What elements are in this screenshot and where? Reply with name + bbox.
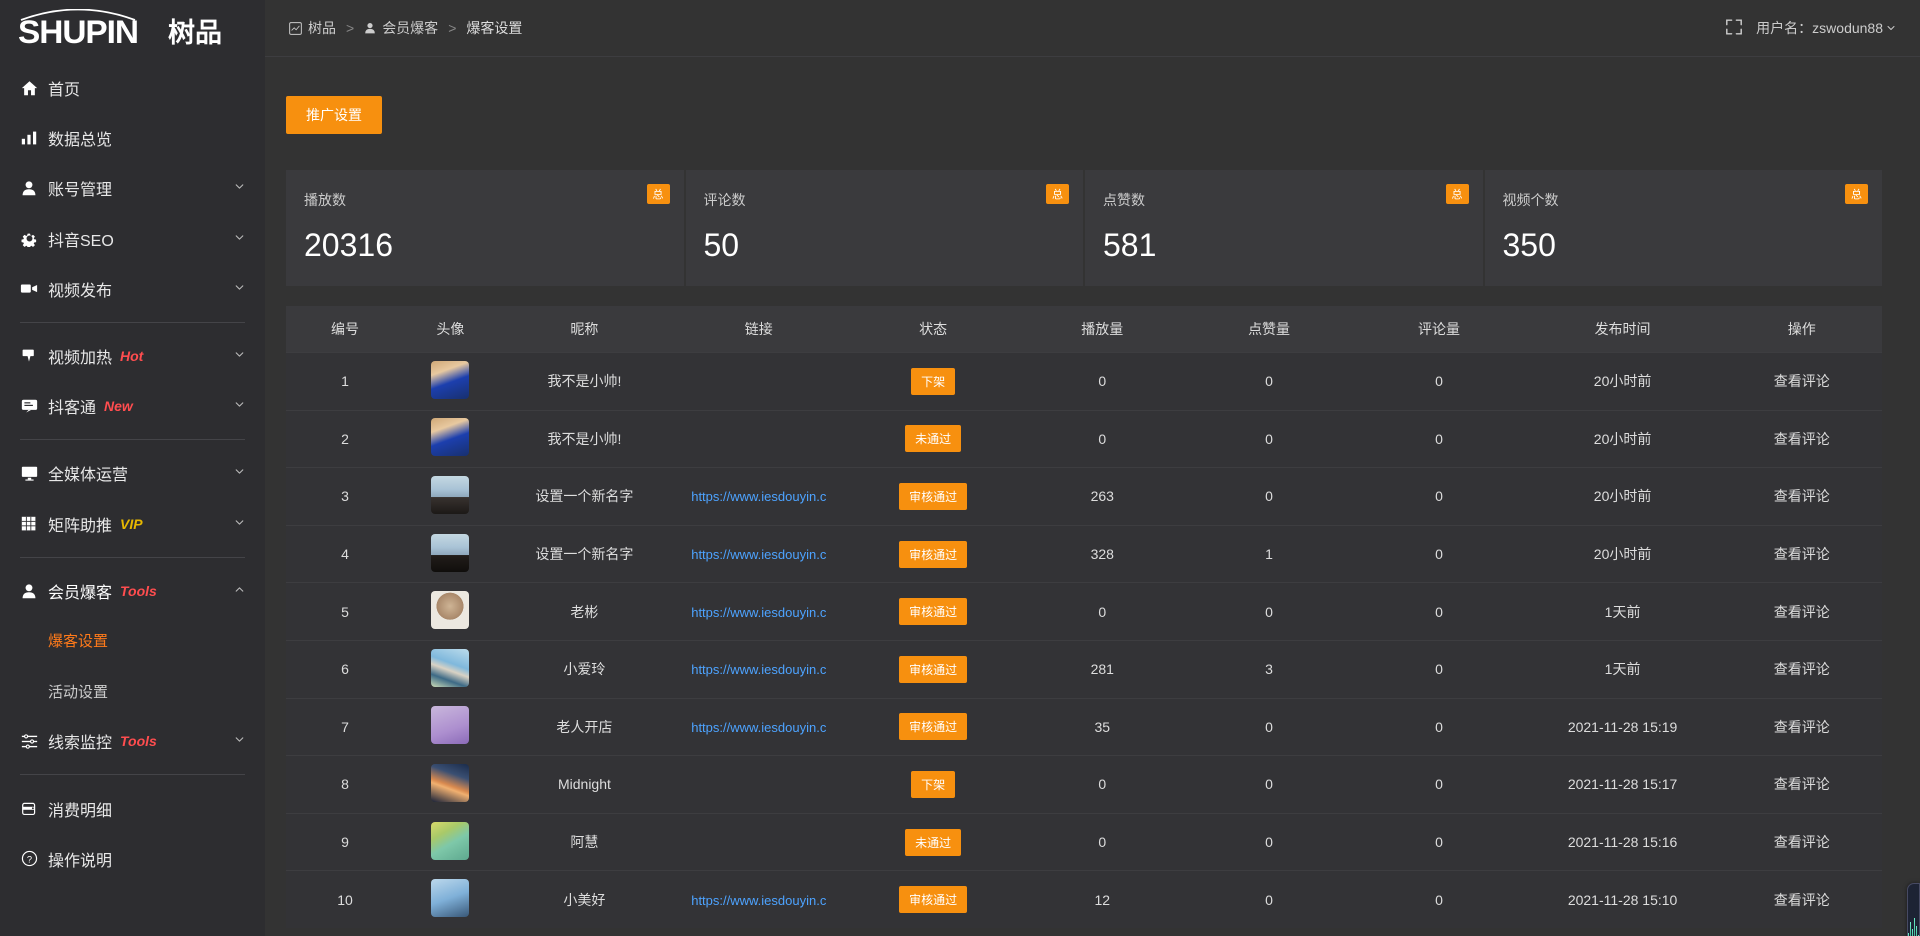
svg-text:树品: 树品	[168, 18, 222, 48]
svg-text:?: ?	[26, 855, 31, 865]
svg-text:SHUPIN: SHUPIN	[18, 14, 138, 49]
